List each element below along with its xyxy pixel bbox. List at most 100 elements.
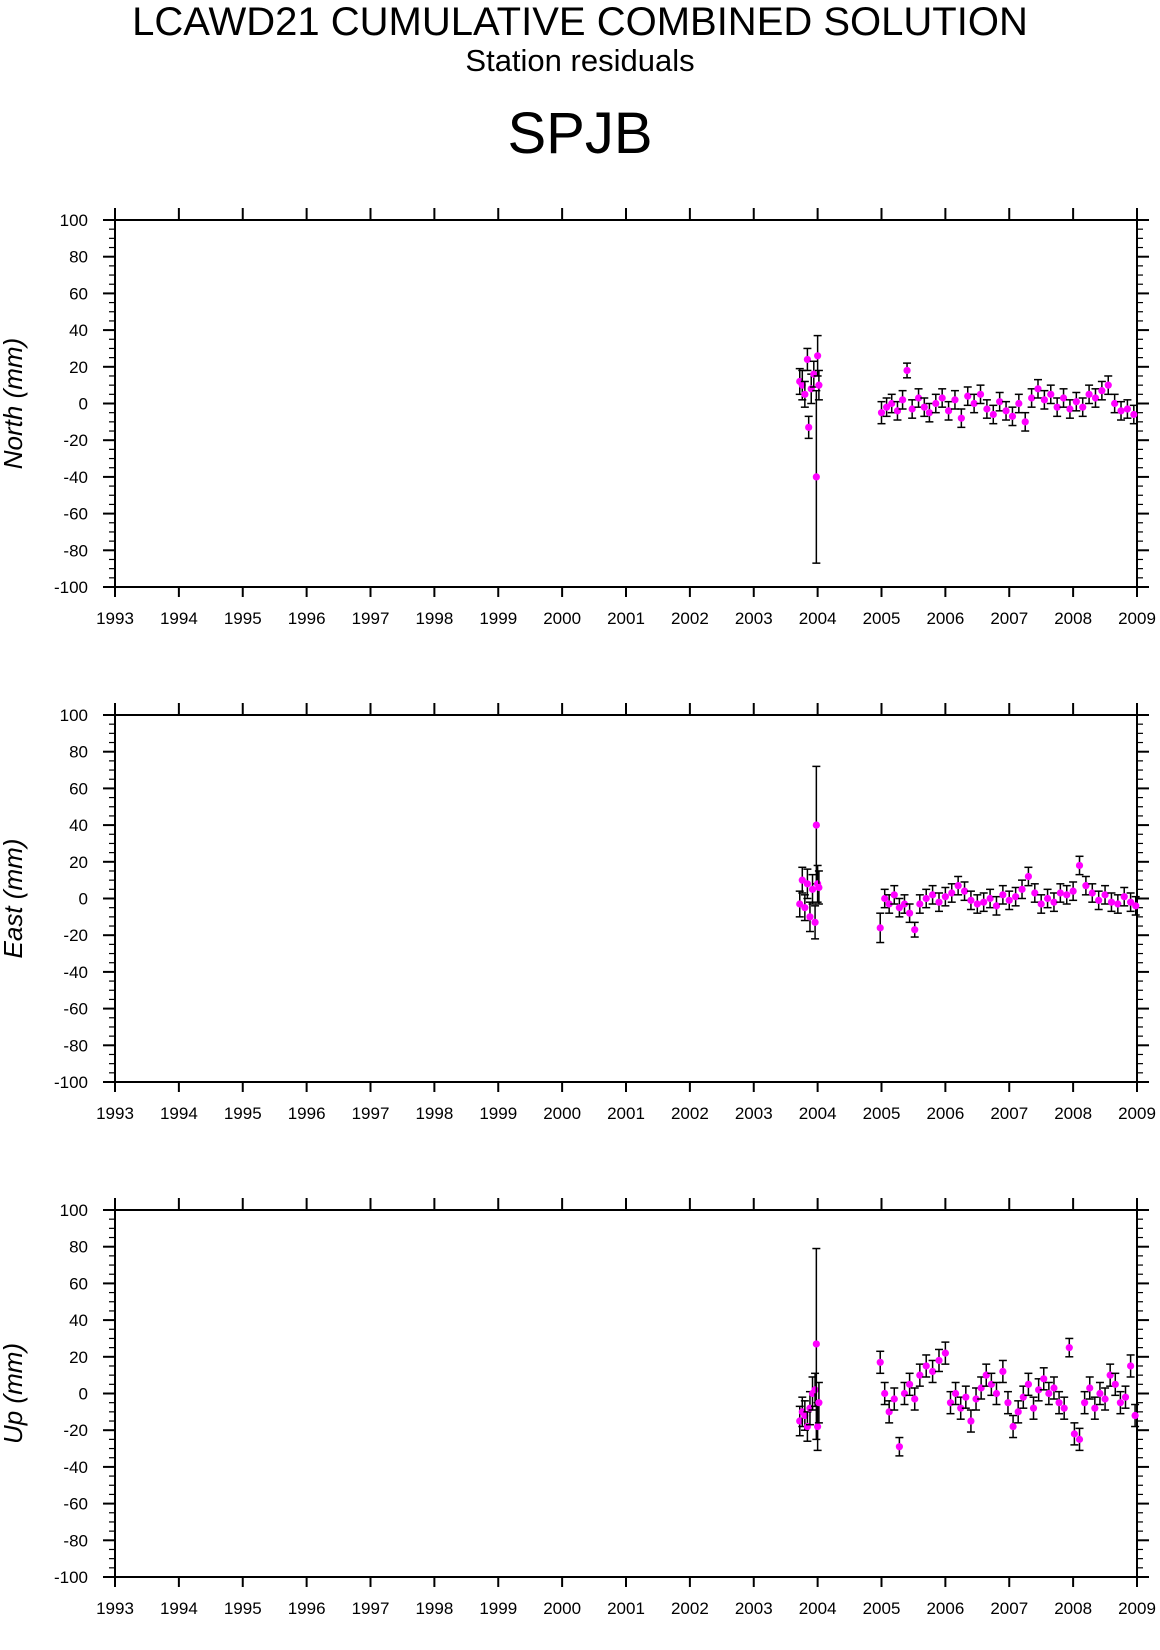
up-data-point [1029, 1396, 1038, 1420]
east-ytick-label: -40 [63, 963, 88, 982]
north-data-point [931, 393, 940, 414]
north-data-point [970, 393, 979, 414]
point-marker [877, 409, 886, 417]
point-marker [957, 1404, 965, 1412]
up-data-point [895, 1436, 904, 1457]
east-data-point [890, 884, 899, 905]
point-marker [801, 1411, 809, 1420]
point-marker [1107, 898, 1116, 906]
point-marker [806, 913, 814, 921]
north-data-point [903, 362, 912, 379]
east-data-point [1030, 883, 1039, 903]
up-data-point [1039, 1367, 1048, 1391]
north-data-point [803, 347, 812, 372]
east-ytick-label: 40 [69, 816, 88, 835]
point-marker [1101, 1395, 1109, 1403]
point-marker [935, 1356, 943, 1365]
up-data-point [982, 1363, 991, 1387]
point-marker [796, 1417, 804, 1425]
north-xtick-label: 1994 [160, 609, 198, 628]
up-ylabel: Up (mm) [0, 1343, 28, 1444]
east-data-point [986, 888, 995, 909]
point-marker [1095, 896, 1103, 904]
point-marker [1047, 390, 1055, 398]
east-data-point [798, 866, 807, 894]
up-ytick-label: -40 [63, 1458, 88, 1477]
point-marker [900, 900, 909, 908]
up-xtick-label: 2007 [990, 1599, 1028, 1618]
point-marker [1081, 1399, 1089, 1407]
point-marker [1070, 1430, 1079, 1438]
east-xtick-label: 1993 [96, 1104, 134, 1123]
north-data-point [963, 386, 972, 407]
east-data-point [1024, 866, 1033, 887]
up-xtick-label: 2004 [799, 1599, 837, 1618]
point-marker [906, 1380, 914, 1388]
east-data-point [1018, 879, 1027, 900]
east-data-point [922, 888, 931, 909]
north-xtick-label: 1995 [224, 609, 262, 628]
east-data-point [803, 868, 812, 900]
point-marker [1024, 1380, 1033, 1388]
point-marker [944, 407, 953, 415]
point-marker [1008, 412, 1017, 420]
point-marker [808, 885, 817, 893]
north-xtick-label: 2004 [799, 609, 837, 628]
east-xtick-label: 1995 [224, 1104, 262, 1123]
point-marker [986, 894, 994, 903]
point-marker [798, 876, 806, 884]
point-marker [1015, 399, 1023, 408]
point-marker [1060, 1404, 1068, 1412]
up-ytick-label: -80 [63, 1531, 88, 1550]
point-marker [895, 904, 903, 912]
point-marker [1028, 394, 1036, 402]
up-xtick-label: 1996 [288, 1599, 326, 1618]
point-marker [1120, 893, 1128, 901]
up-data-point [1060, 1396, 1069, 1420]
north-data-point [1117, 400, 1126, 421]
point-marker [906, 909, 914, 917]
point-marker [1066, 405, 1074, 413]
up-data-point [876, 1350, 885, 1375]
up-data-point [1085, 1376, 1094, 1400]
east-ytick-label: 20 [69, 853, 88, 872]
north-data-point [1002, 400, 1011, 421]
north-ytick-label: 100 [60, 211, 88, 230]
up-xtick-label: 2005 [863, 1599, 901, 1618]
point-marker [938, 394, 946, 402]
north-data-point [1123, 399, 1132, 419]
up-ytick-label: -100 [54, 1568, 88, 1587]
north-xtick-label: 1997 [352, 609, 390, 628]
north-data-point [976, 384, 985, 405]
point-marker [1037, 900, 1045, 908]
north-ytick-label: 20 [69, 358, 88, 377]
up-data-point [1095, 1381, 1104, 1406]
point-marker [992, 1389, 1001, 1398]
east-xtick-label: 1998 [415, 1104, 453, 1123]
point-marker [883, 403, 891, 411]
up-data-point [1065, 1337, 1074, 1358]
up-data-point [1075, 1427, 1084, 1452]
north-residuals-panel: 1993 1994 1995 1996 1997 1998 1999 2000 2001 2002… [0, 208, 1156, 628]
north-xtick-label: 1999 [479, 609, 517, 628]
point-marker [1005, 896, 1013, 904]
up-data-point [1003, 1390, 1012, 1415]
point-marker [1072, 398, 1080, 406]
point-marker [1127, 898, 1135, 906]
point-marker [1086, 1384, 1094, 1392]
up-ytick-label: 60 [69, 1274, 88, 1293]
north-data-point [1065, 399, 1074, 419]
north-ytick-label: 60 [69, 284, 88, 303]
east-xtick-label: 1999 [479, 1104, 517, 1123]
point-marker [814, 1422, 822, 1431]
point-marker [970, 399, 978, 408]
up-xtick-label: 2006 [926, 1599, 964, 1618]
east-ytick-label: -20 [63, 926, 88, 945]
up-ytick-label: 40 [69, 1311, 88, 1330]
point-marker [1055, 1399, 1063, 1407]
east-residuals-panel: 1993 1994 1995 1996 1997 1998 1999 2000 2001 2002… [0, 703, 1156, 1123]
north-data-point [813, 334, 822, 377]
point-marker [920, 403, 928, 411]
point-marker [1045, 1389, 1053, 1398]
point-marker [1088, 889, 1096, 897]
